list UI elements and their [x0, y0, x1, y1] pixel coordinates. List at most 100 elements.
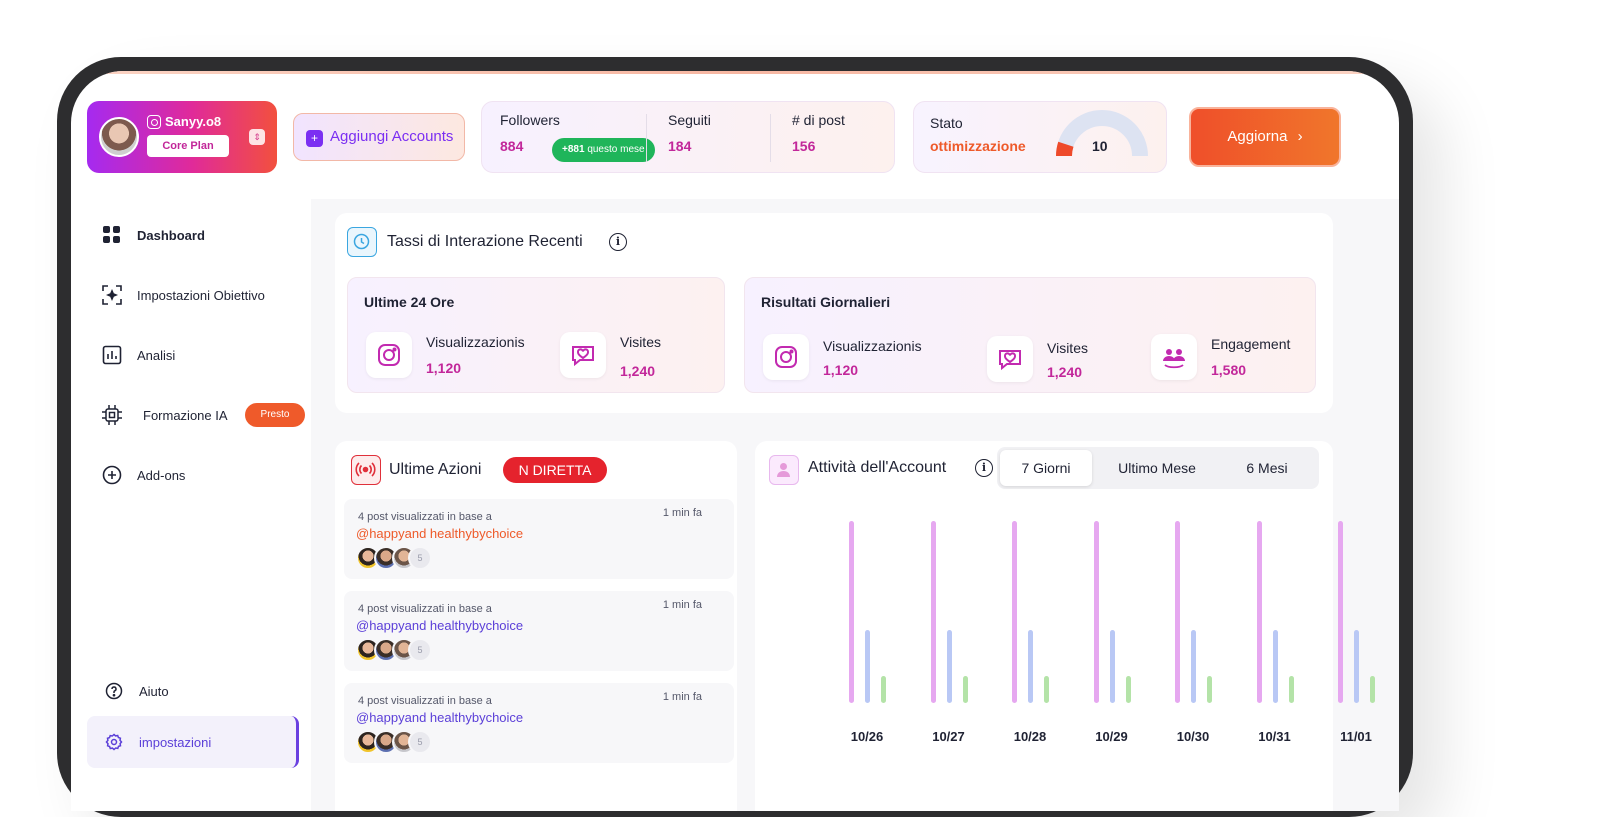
x-tick-label: 10/28 — [1013, 729, 1047, 744]
last-24h-card: Ultime 24 Ore Visualizzazionis 1,120 Vis… — [347, 277, 725, 393]
chart-bar — [1354, 630, 1359, 703]
live-badge: N DIRETTA — [503, 457, 607, 483]
optimization-label: Stato — [930, 115, 963, 131]
last-24h-title: Ultime 24 Ore — [364, 294, 455, 310]
app-screen: Sanyy.o8 Core Plan ⇕ + Aggiungi Accounts… — [71, 71, 1399, 811]
daily-results-card: Risultati Giornalieri Visualizzazionis 1… — [744, 277, 1316, 393]
metric-value: 1,120 — [823, 362, 859, 378]
action-handle[interactable]: @happyand healthybychoice — [356, 710, 524, 725]
x-tick-label: 11/01 — [1340, 729, 1372, 744]
followers-stat: Followers 884 +881 questo mese — [500, 112, 655, 162]
x-tick-label: 10/26 — [850, 729, 884, 744]
action-time: 1 min fa — [662, 599, 702, 611]
posts-label: # di post — [792, 112, 845, 128]
gear-icon — [103, 731, 125, 753]
sidebar-item-label: Formazione IA — [143, 407, 228, 423]
add-accounts-label: Aggiungi Accounts — [330, 128, 454, 145]
action-description: 4 post visualizzati in base a — [358, 603, 492, 615]
optimization-status: ottimizzazione — [930, 138, 1026, 154]
tab-last-month[interactable]: Ultimo Mese — [1118, 460, 1196, 476]
following-label: Seguiti — [668, 112, 711, 128]
heart-chat-icon — [560, 332, 606, 378]
chart-bar — [1093, 521, 1099, 703]
following-stat: Seguiti 184 — [668, 112, 711, 154]
latest-actions-title: Ultime Azioni — [389, 461, 482, 478]
chart-bar — [930, 521, 936, 703]
sidebar-item-settings[interactable]: impostazioni — [87, 716, 299, 768]
action-time: 1 min fa — [662, 691, 702, 703]
profile-card[interactable]: Sanyy.o8 Core Plan ⇕ — [87, 101, 277, 173]
action-time: 1 min fa — [662, 507, 702, 519]
chevron-right-icon: › — [1297, 128, 1303, 145]
chart-bar — [962, 675, 968, 703]
chart-bar — [1207, 675, 1212, 703]
account-switcher-icon[interactable]: ⇕ — [249, 129, 265, 145]
posts-stat: # di post 156 — [792, 112, 845, 154]
chart-bar — [1044, 675, 1049, 703]
sidebar-item-goal-settings[interactable]: Impostazioni Obiettivo — [101, 275, 265, 315]
x-tick-label: 10/30 — [1176, 729, 1210, 744]
update-button[interactable]: Aggiorna › — [1189, 107, 1341, 167]
monthly-growth-badge: +881 questo mese — [552, 138, 655, 162]
info-icon[interactable]: i — [975, 459, 993, 477]
optimization-gauge — [1056, 110, 1148, 157]
list-item[interactable]: 4 post visualizzati in base a @happyand … — [344, 591, 734, 671]
metric-value: 1,120 — [426, 360, 462, 376]
clock-icon — [347, 227, 377, 257]
action-handle[interactable]: @happyand healthybychoice — [356, 526, 524, 541]
interaction-title: Tassi di Interazione Recenti — [387, 233, 583, 250]
metric-value: 1,580 — [1211, 362, 1247, 378]
period-tabs: 7 Giorni Ultimo Mese 6 Mesi — [997, 447, 1319, 489]
chart-bar — [849, 521, 854, 703]
sidebar-item-ai-training[interactable]: Formazione IA — [101, 395, 228, 435]
optimization-score: 10 — [1092, 138, 1108, 154]
action-handle[interactable]: @happyand healthybychoice — [356, 618, 524, 633]
info-icon[interactable]: i — [609, 233, 627, 251]
list-item[interactable]: 4 post visualizzati in base a @happyand … — [344, 499, 734, 579]
sidebar-item-addons[interactable]: Add-ons — [101, 455, 185, 495]
broadcast-icon — [351, 455, 381, 485]
coming-soon-badge: Presto — [245, 403, 305, 427]
avatar — [99, 117, 139, 157]
chart-bar — [1109, 630, 1115, 703]
account-activity-title: Attività dell'Account — [808, 459, 947, 476]
chart-icon — [101, 344, 123, 366]
daily-results-title: Risultati Giornalieri — [761, 294, 891, 310]
plan-badge: Core Plan — [147, 135, 229, 157]
action-description: 4 post visualizzati in base a — [358, 695, 492, 707]
optimization-card: Stato ottimizzazione 10 — [913, 101, 1167, 173]
chart-bar — [1191, 630, 1196, 703]
chart-bar — [946, 630, 952, 703]
instagram-icon — [366, 332, 412, 378]
sidebar-item-label: impostazioni — [139, 734, 212, 750]
metric-label: Visites — [1047, 340, 1088, 356]
sidebar-item-label: Impostazioni Obiettivo — [137, 287, 265, 303]
heart-chat-icon — [987, 336, 1033, 382]
chart-bar — [1370, 675, 1375, 703]
more-avatars-count: 5 — [408, 730, 432, 754]
sidebar-item-analytics[interactable]: Analisi — [101, 335, 175, 375]
list-item[interactable]: 4 post visualizzati in base a @happyand … — [344, 683, 734, 763]
following-value: 184 — [668, 138, 692, 154]
chart-bar — [1288, 675, 1294, 703]
more-avatars-count: 5 — [408, 638, 432, 662]
metric-label: Engagement — [1211, 336, 1291, 352]
plus-circle-icon — [101, 464, 123, 486]
metric-value: 1,240 — [1047, 364, 1083, 380]
stats-card: Followers 884 +881 questo mese Seguiti 1… — [481, 101, 895, 173]
monthly-growth-suffix: questo mese — [587, 144, 645, 155]
tab-6-months[interactable]: 6 Mesi — [1246, 460, 1288, 476]
user-icon — [769, 455, 799, 485]
sidebar-item-label: Analisi — [137, 347, 176, 363]
add-accounts-button[interactable]: + Aggiungi Accounts — [293, 113, 465, 161]
tab-7-days[interactable]: 7 Giorni — [1000, 450, 1092, 486]
target-icon — [101, 284, 123, 306]
divider — [646, 114, 647, 162]
sidebar-item-label: Add-ons — [137, 467, 186, 483]
metric-value: 1,240 — [620, 363, 656, 379]
sidebar-item-help[interactable]: Aiuto — [103, 671, 169, 711]
top-accent-line — [101, 71, 1369, 74]
chart-bar — [881, 675, 886, 703]
sidebar-item-dashboard[interactable]: Dashboard — [101, 215, 205, 255]
metric-label: Visualizzazionis — [823, 338, 922, 354]
